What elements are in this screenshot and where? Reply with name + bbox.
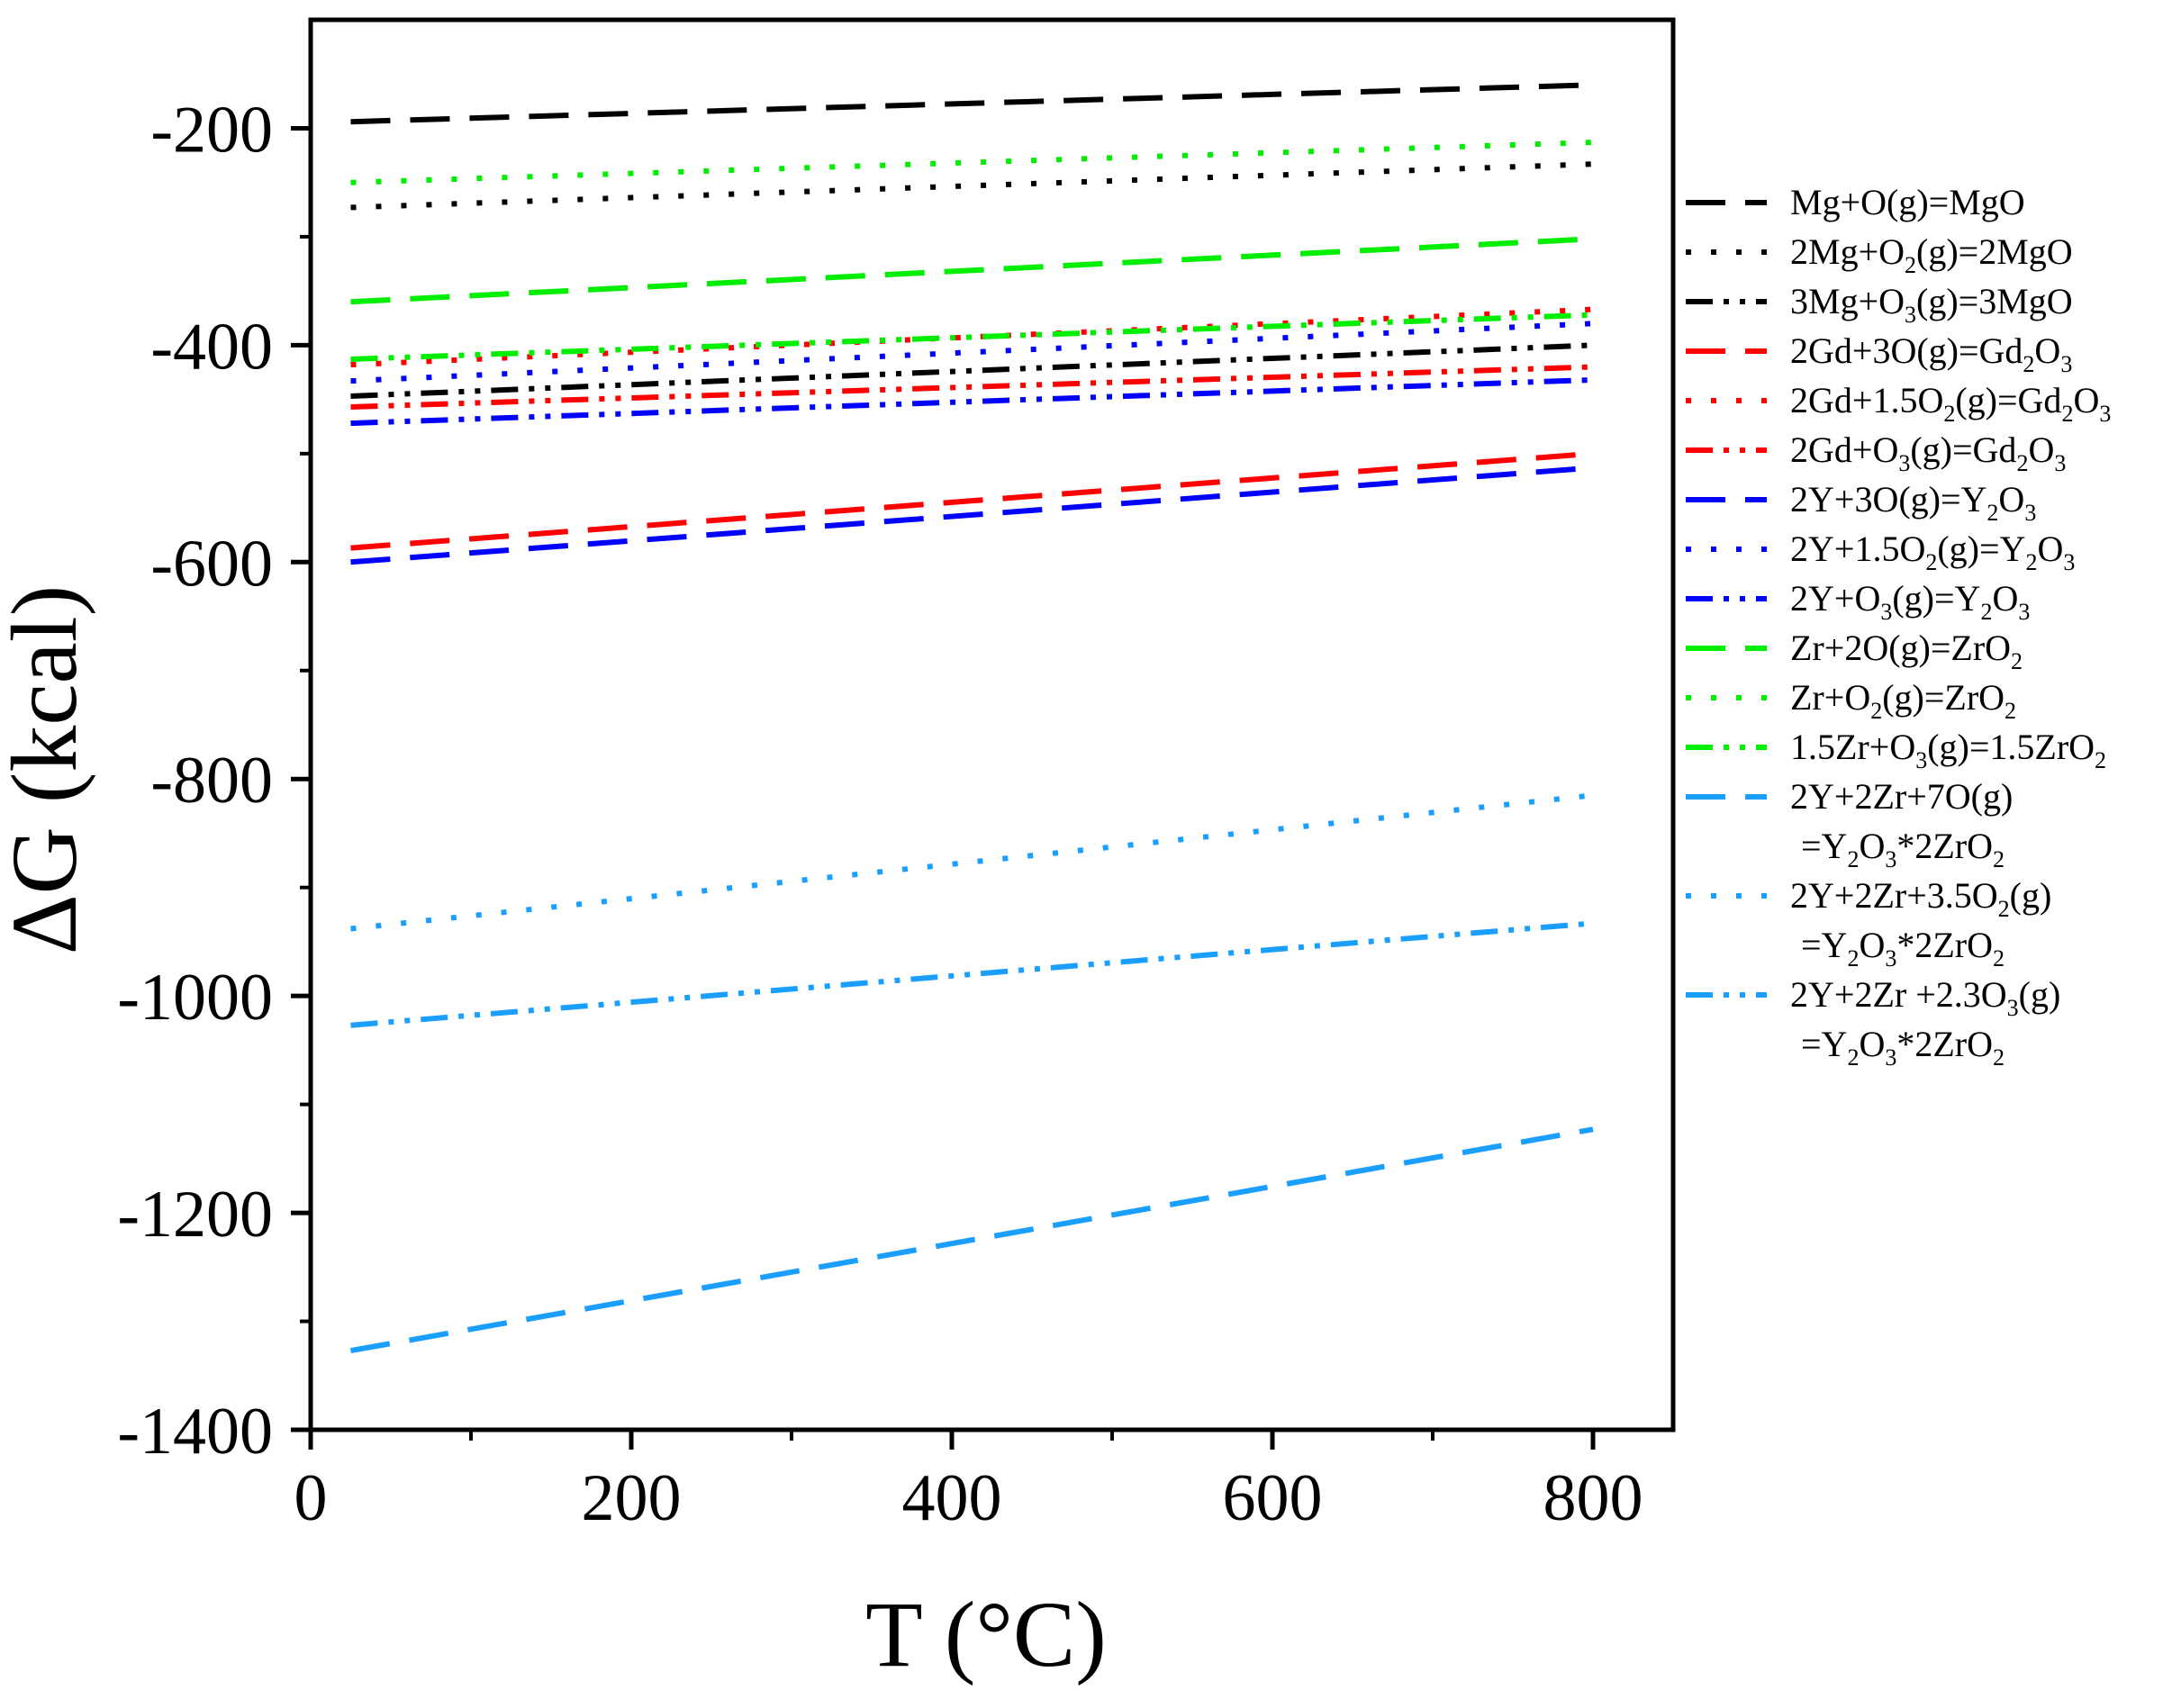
legend-item-5: 2Gd+1.5O2(g)=Gd2O3 (1686, 380, 2111, 427)
legend-label-continued: =Y2O3*2ZrO2 (1801, 1024, 2005, 1071)
series-line-4 (350, 450, 1594, 551)
legend-label: 2Y+2Zr +2.3O3(g) (1790, 974, 2060, 1021)
legend-item-4: 2Gd+3O(g)=Gd2O3 (1686, 330, 2072, 377)
legend-item-15: 2Y+2Zr +2.3O3(g)=Y2O3*2ZrO2 (1686, 974, 2060, 1071)
legend-label: 2Y+2Zr+3.5O2(g) (1790, 875, 2051, 922)
legend-item-1: Mg+O(g)=MgO (1686, 182, 2025, 222)
series-line-5 (350, 306, 1594, 368)
series-line-13 (349, 1126, 1594, 1354)
legend-label: 2Gd+O3(g)=Gd2O3 (1790, 429, 2066, 476)
series-line-14 (350, 792, 1594, 932)
plot-frame (308, 17, 1676, 1432)
plot-border (308, 17, 1676, 1432)
legend-item-14: 2Y+2Zr+3.5O2(g)=Y2O3*2ZrO2 (1686, 875, 2051, 971)
legend-item-12: 1.5Zr+O3(g)=1.5ZrO2 (1686, 727, 2106, 773)
legend-label: 2Y+2Zr+7O(g) (1790, 776, 2013, 817)
x-tick-label: 200 (582, 1461, 682, 1535)
legend: Mg+O(g)=MgO2Mg+O2(g)=2MgO3Mg+O3(g)=3MgO2… (1686, 182, 2111, 1071)
x-tick-label: 0 (294, 1461, 328, 1535)
y-tick-label: -1400 (117, 1395, 273, 1469)
legend-label: 3Mg+O3(g)=3MgO (1790, 281, 2073, 328)
series-line-7 (350, 465, 1594, 565)
series-line-8 (350, 321, 1594, 384)
legend-label: Zr+2O(g)=ZrO2 (1790, 628, 2023, 674)
legend-item-13: 2Y+2Zr+7O(g) =Y2O3*2ZrO2 (1686, 776, 2013, 872)
series-line-15 (350, 920, 1594, 1028)
legend-label: 2Gd+1.5O2(g)=Gd2O3 (1790, 380, 2111, 427)
y-tick-label: -800 (150, 744, 273, 818)
y-tick-label: -400 (150, 310, 273, 384)
legend-label: 2Gd+3O(g)=Gd2O3 (1790, 330, 2072, 377)
y-tick-label: -1000 (117, 961, 273, 1035)
legend-label-continued: =Y2O3*2ZrO2 (1801, 826, 2005, 872)
y-axis-title: ΔG (kcal) (0, 585, 96, 954)
legend-label: Mg+O(g)=MgO (1790, 182, 2025, 222)
legend-item-6: 2Gd+O3(g)=Gd2O3 (1686, 429, 2066, 476)
legend-label: 2Y+3O(g)=Y2O3 (1790, 479, 2036, 526)
y-tick-label: -600 (150, 527, 273, 601)
legend-item-7: 2Y+3O(g)=Y2O3 (1686, 479, 2036, 526)
y-tick-label: -1200 (117, 1178, 273, 1252)
legend-label: 2Y+1.5O2(g)=Y2O3 (1790, 529, 2075, 575)
x-tick-label: 400 (902, 1461, 1002, 1535)
legend-item-3: 3Mg+O3(g)=3MgO (1686, 281, 2073, 328)
x-tick-label: 800 (1543, 1461, 1643, 1535)
legend-label: 2Y+O3(g)=Y2O3 (1790, 578, 2030, 625)
legend-item-11: Zr+O2(g)=ZrO2 (1686, 677, 2016, 724)
series-layer (349, 82, 1594, 1354)
axes-layer: 0 200 400 600 800 -200 -400 -600 -800 -1000 -1200 -… (117, 93, 1643, 1535)
legend-item-8: 2Y+1.5O2(g)=Y2O3 (1686, 529, 2075, 575)
series-line-1 (350, 82, 1594, 125)
series-line-9 (350, 376, 1594, 427)
legend-item-2: 2Mg+O2(g)=2MgO (1686, 231, 2073, 278)
legend-item-9: 2Y+O3(g)=Y2O3 (1686, 578, 2030, 625)
legend-item-10: Zr+2O(g)=ZrO2 (1686, 628, 2023, 674)
series-line-11 (350, 140, 1594, 185)
legend-label: 1.5Zr+O3(g)=1.5ZrO2 (1790, 727, 2106, 773)
x-axis-title: T (°C) (865, 1583, 1107, 1686)
y-tick-label: -200 (150, 93, 273, 167)
x-tick-label: 600 (1223, 1461, 1323, 1535)
series-line-10 (350, 236, 1594, 305)
legend-label: Zr+O2(g)=ZrO2 (1790, 677, 2016, 724)
legend-label-continued: =Y2O3*2ZrO2 (1801, 925, 2005, 971)
series-line-2 (350, 161, 1594, 211)
legend-label: 2Mg+O2(g)=2MgO (1790, 231, 2073, 278)
